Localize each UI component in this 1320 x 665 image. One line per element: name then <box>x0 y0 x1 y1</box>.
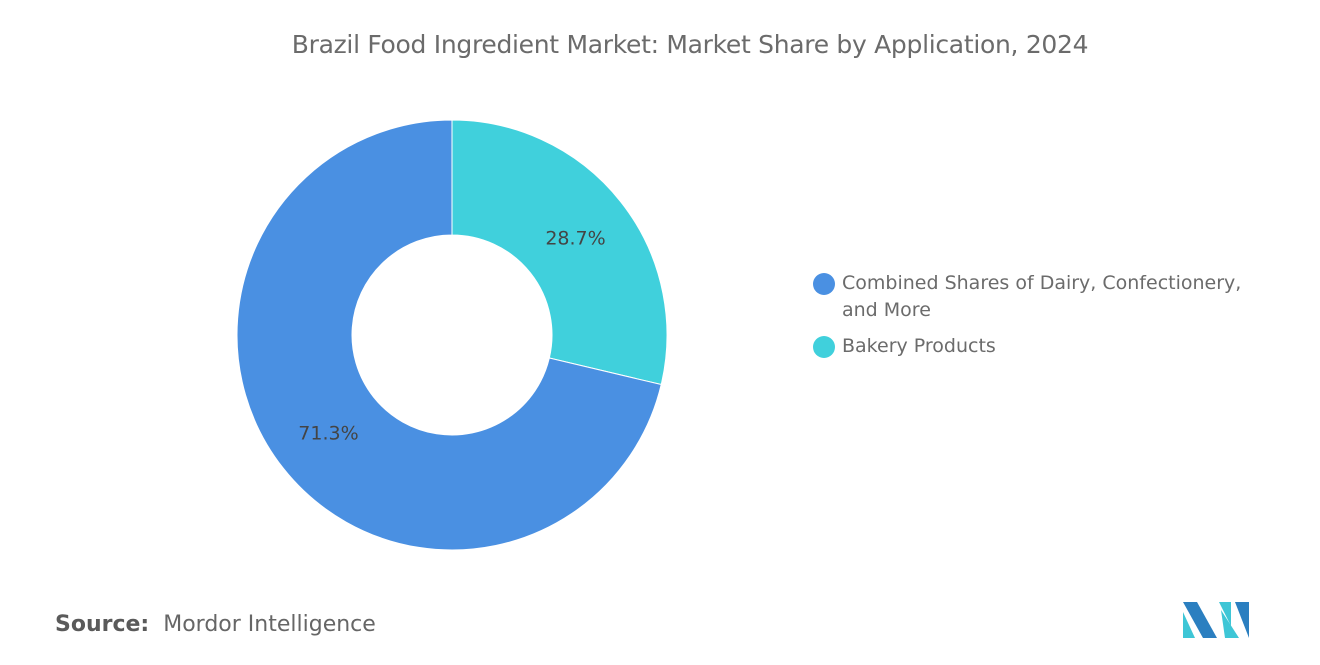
source-note: Source: Mordor Intelligence <box>55 612 376 637</box>
chart-title: Brazil Food Ingredient Market: Market Sh… <box>291 30 1089 59</box>
data-label-0: 28.7% <box>545 227 605 249</box>
data-label-1: 71.3% <box>298 423 358 445</box>
slice-1 <box>236 119 662 551</box>
mordor-logo <box>1183 602 1249 638</box>
legend-label: Combined Shares of Dairy, Confectionery,… <box>842 272 1242 321</box>
legend-swatch <box>813 273 835 295</box>
legend-label: Bakery Products <box>842 335 996 357</box>
source-value: Mordor Intelligence <box>163 612 376 637</box>
legend-item-bakery: Bakery Products <box>813 333 1282 360</box>
slice-0 <box>451 119 668 386</box>
source-label: Source: <box>55 612 150 637</box>
legend-swatch <box>813 336 835 358</box>
legend-item-combined: Combined Shares of Dairy, Confectionery,… <box>813 270 1282 324</box>
